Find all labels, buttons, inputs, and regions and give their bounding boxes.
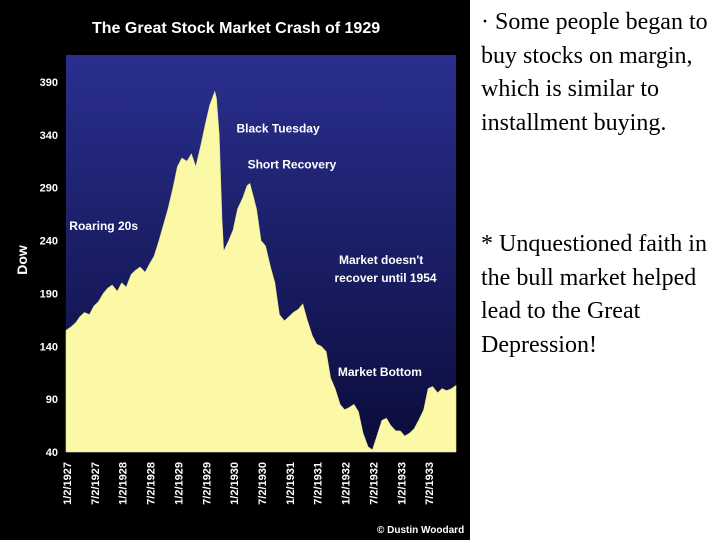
x-tick-label: 1/2/1932 (341, 462, 353, 505)
chart-svg: 390 340 290 240 190 140 90 40 1/2/1927 7/2/1927 1… (14, 20, 464, 536)
bullet-marker: * (481, 231, 493, 257)
bullet-margin-buying: · Some people began to buy stocks on mar… (481, 6, 720, 140)
y-tick-label: 390 (40, 77, 58, 89)
x-tick-label: 7/2/1929 (201, 462, 213, 505)
y-tick-label: 240 (40, 236, 58, 248)
x-tick-label: 1/2/1927 (62, 462, 74, 505)
x-tick-label: 7/2/1933 (424, 462, 436, 505)
y-tick-label: 90 (46, 394, 58, 406)
x-tick-label: 1/2/1929 (173, 462, 185, 505)
x-tick-label: 7/2/1927 (90, 462, 102, 505)
chart-annotation: Black Tuesday (237, 122, 320, 136)
stock-chart: 390 340 290 240 190 140 90 40 1/2/1927 7/2/1927 1… (0, 0, 470, 540)
x-tick-label: 1/2/1928 (118, 462, 130, 505)
x-tick-label: 7/2/1932 (368, 462, 380, 505)
y-tick-label: 290 (40, 183, 58, 195)
x-tick-label: 7/2/1928 (146, 462, 158, 505)
x-tick-label: 1/2/1930 (229, 462, 241, 505)
bullet-marker: · (481, 9, 489, 35)
chart-title: The Great Stock Market Crash of 1929 (92, 20, 380, 37)
chart-annotation: Roaring 20s (69, 219, 138, 233)
y-tick-label: 190 (40, 288, 58, 300)
x-tick-label: 1/2/1933 (396, 462, 408, 505)
y-tick-label: 140 (40, 341, 58, 353)
chart-annotation: Short Recovery (248, 158, 337, 172)
chart-annotation: Market doesn't (339, 253, 423, 267)
chart-annotation: recover until 1954 (335, 271, 437, 285)
x-tick-label: 7/2/1931 (313, 462, 325, 505)
bullet-text: Some people began to buy stocks on margi… (481, 9, 708, 136)
dow-area-series (65, 90, 457, 453)
chart-credit: © Dustin Woodard (377, 525, 464, 536)
y-axis-label: Dow (14, 245, 30, 275)
y-tick-label: 340 (40, 130, 58, 142)
bullet-bull-market-faith: * Unquestioned faith in the bull market … (481, 228, 720, 362)
bullet-text: Unquestioned faith in the bull market he… (481, 231, 707, 358)
x-tick-label: 1/2/1931 (285, 462, 297, 505)
y-tick-label: 40 (46, 447, 58, 459)
x-tick-label: 7/2/1930 (257, 462, 269, 505)
chart-annotation: Market Bottom (338, 365, 422, 379)
